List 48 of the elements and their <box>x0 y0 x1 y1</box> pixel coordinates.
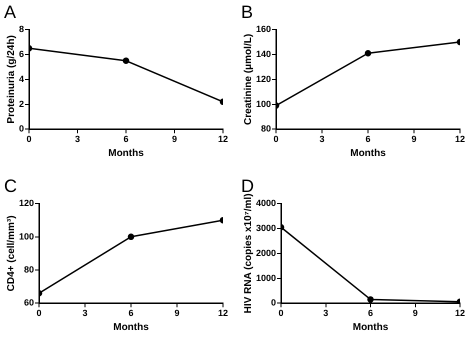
y-tick-label: 140 <box>256 48 272 59</box>
y-axis-title: Creatinine (μmol/L) <box>242 34 254 125</box>
x-tick-label: 3 <box>320 134 325 144</box>
x-tick-label: 9 <box>174 308 180 318</box>
y-tick-label: 2 <box>18 98 24 109</box>
x-tick-label: 3 <box>323 308 328 318</box>
x-tick-label: 12 <box>454 308 466 318</box>
y-tick-label: 4000 <box>256 198 276 208</box>
y-tick-label: 1000 <box>256 272 276 283</box>
x-tick-label: 6 <box>128 308 134 318</box>
x-tick-label: 12 <box>218 308 228 318</box>
x-tick-label: 0 <box>278 308 284 318</box>
y-tick-label: 4 <box>18 74 24 84</box>
y-tick-label: 6 <box>18 48 24 59</box>
chart-title: C <box>4 176 17 196</box>
x-axis-title: Months <box>108 148 144 159</box>
x-tick-label: 9 <box>172 134 178 144</box>
x-axis-title: Months <box>350 148 386 159</box>
chart-title: A <box>4 2 16 22</box>
x-tick-label: 9 <box>411 134 417 144</box>
x-tick-label: 9 <box>412 308 418 318</box>
x-tick-label: 3 <box>82 308 88 318</box>
y-axis-title: HIV RNA (copies x10⁷/ml) <box>242 193 254 314</box>
y-tick-label: 2000 <box>256 248 276 258</box>
y-tick-label: 120 <box>256 74 272 84</box>
y-tick-label: 3000 <box>256 222 276 233</box>
y-tick-label: 0 <box>271 298 276 308</box>
x-tick-label: 6 <box>366 134 371 144</box>
y-tick-label: 160 <box>256 24 272 34</box>
x-tick-label: 12 <box>218 134 228 144</box>
x-tick-label: 6 <box>123 134 129 144</box>
y-tick-label: 100 <box>256 98 272 109</box>
y-tick-label: 120 <box>18 198 34 208</box>
x-axis-title: Months <box>352 322 389 333</box>
chart-title: B <box>241 2 254 22</box>
x-tick-label: 12 <box>454 134 466 144</box>
y-tick-label: 80 <box>24 264 34 274</box>
x-tick-label: 6 <box>368 308 374 318</box>
y-axis-title: CD4+ (cell/mm³) <box>6 215 17 292</box>
x-axis-title: Months <box>113 322 150 333</box>
y-axis-title: Proteinuria (g/24h) <box>6 35 17 124</box>
y-tick-label: 0 <box>18 124 24 134</box>
x-tick-label: 0 <box>36 308 42 318</box>
y-tick-label: 60 <box>24 298 34 308</box>
y-tick-label: 80 <box>261 124 272 134</box>
x-tick-label: 3 <box>74 134 80 144</box>
y-tick-label: 100 <box>18 231 34 242</box>
y-tick-label: 8 <box>18 24 24 34</box>
